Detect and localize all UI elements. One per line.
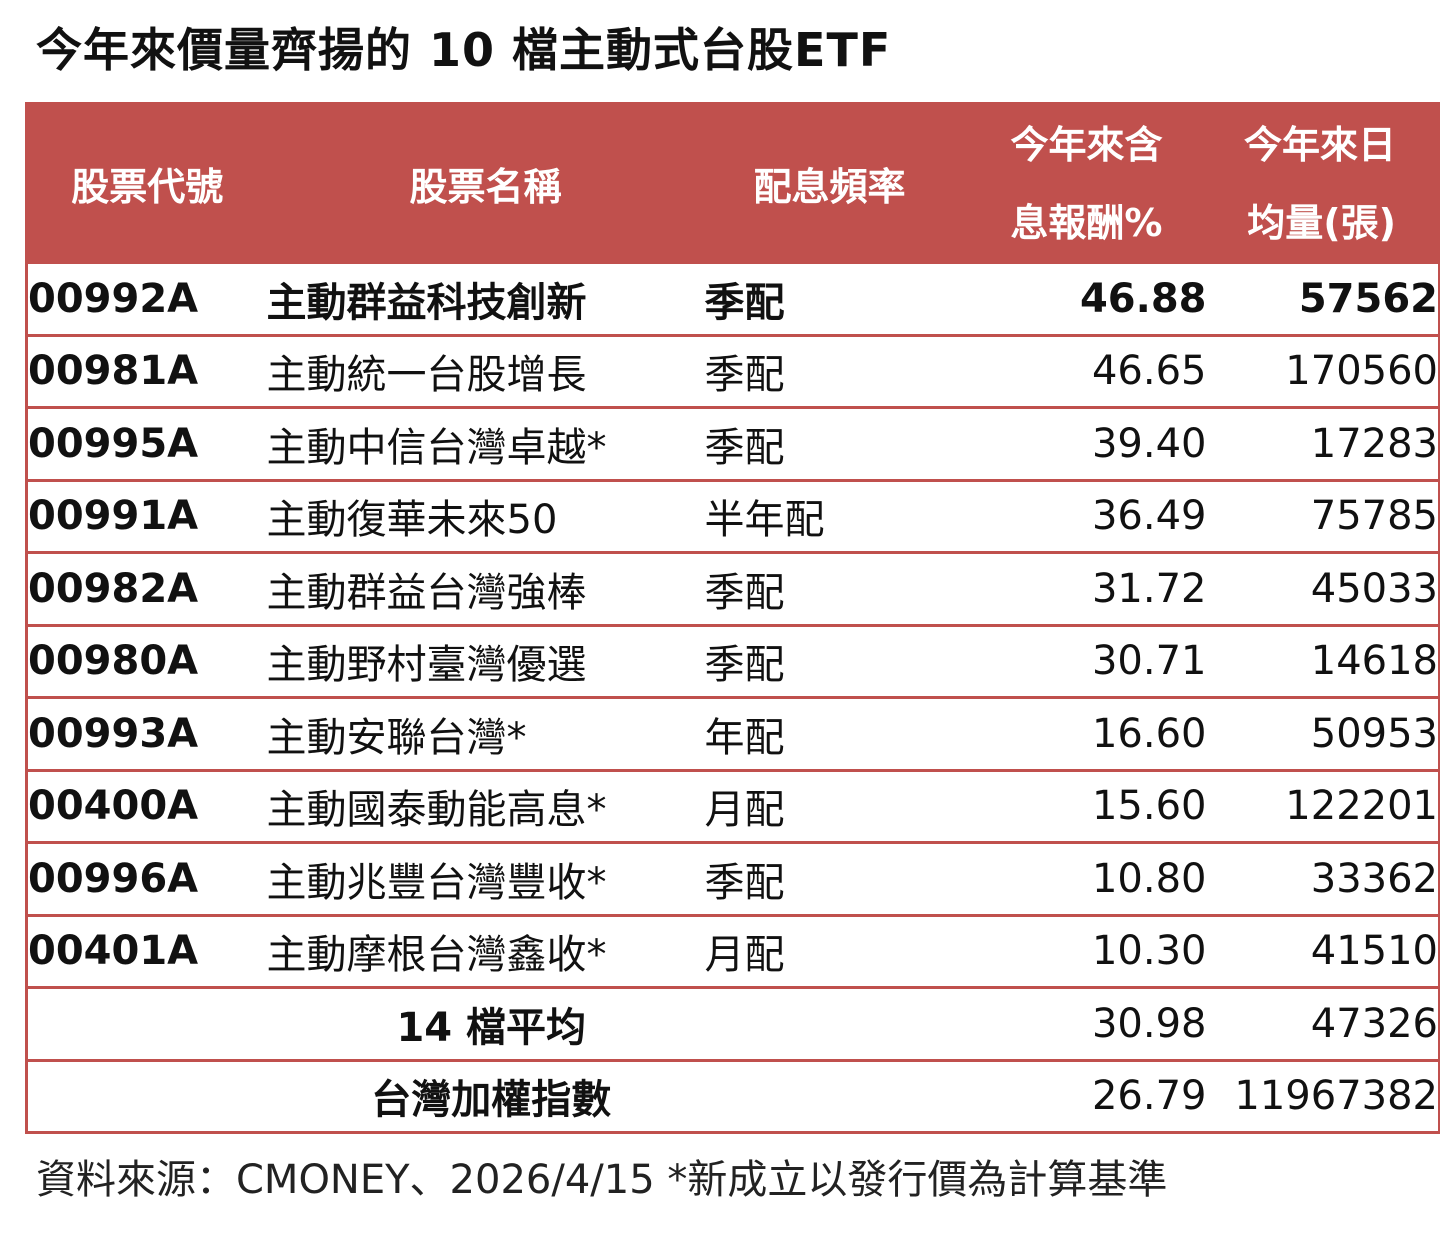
header-yield: 今年來含 息報酬% [954,103,1207,263]
summary-return: 26.79 [954,1058,1207,1133]
cell-name: 主動摩根台灣鑫收* [266,913,705,988]
cell-frequency: 年配 [704,696,955,770]
cell-frequency: 季配 [704,623,955,698]
table-row: 00401A 主動摩根台灣鑫收* 月配 10.30 41510 [26,913,1440,988]
summary-return: 30.98 [954,986,1207,1060]
cell-frequency: 季配 [704,841,955,915]
table-row: 00996A 主動兆豐台灣豐收* 季配 10.80 33362 [26,841,1440,915]
cell-name: 主動統一台股增長 [266,333,705,408]
cell-frequency: 季配 [704,261,955,335]
page-title: 今年來價量齊揚的 10 檔主動式台股ETF [36,23,892,77]
cell-return: 15.60 [954,768,1207,843]
cell-code: 00981A [26,333,267,408]
header-row: 股票代號 股票名稱 配息頻率 今年來含 息報酬% 今年來日 均量(張) [26,103,1440,263]
cell-name: 主動兆豐台灣豐收* [266,841,705,915]
cell-code: 00991A [26,478,267,553]
cell-return: 36.49 [954,478,1207,553]
cell-name: 主動安聯台灣* [266,696,705,770]
cell-return: 30.71 [954,623,1207,698]
cell-frequency: 季配 [704,333,955,408]
cell-volume: 50953 [1206,696,1440,770]
cell-name: 主動中信台灣卓越* [266,406,705,480]
cell-code: 00401A [26,913,267,988]
cell-return: 10.30 [954,913,1207,988]
header-name: 股票名稱 [266,103,705,263]
cell-return: 10.80 [954,841,1207,915]
etf-table: 股票代號 股票名稱 配息頻率 今年來含 息報酬% 今年來日 均量(張) 0099… [25,102,1440,1134]
table-row: 00993A 主動安聯台灣* 年配 16.60 50953 [26,696,1440,770]
cell-volume: 41510 [1206,913,1440,988]
table-row: 00981A 主動統一台股增長 季配 46.65 170560 [26,333,1440,408]
summary-label: 台灣加權指數 [26,1058,955,1133]
cell-frequency: 月配 [704,913,955,988]
table-row: 00400A 主動國泰動能高息* 月配 15.60 122201 [26,768,1440,843]
cell-volume: 45033 [1206,551,1440,625]
table-row: 00980A 主動野村臺灣優選 季配 30.71 14618 [26,623,1440,698]
cell-return: 39.40 [954,406,1207,480]
cell-code: 00993A [26,696,267,770]
cell-name: 主動國泰動能高息* [266,768,705,843]
table-row: 00992A 主動群益科技創新 季配 46.88 57562 [26,261,1440,335]
source-note: 資料來源：CMONEY、2026/4/15 *新成立以發行價為計算基準 [36,1157,1168,1203]
header-freq: 配息頻率 [704,103,955,263]
header-volume: 今年來日 均量(張) [1206,103,1440,263]
table-row: 00991A 主動復華未來50 半年配 36.49 75785 [26,478,1440,553]
cell-volume: 122201 [1206,768,1440,843]
table-row: 00982A 主動群益台灣強棒 季配 31.72 45033 [26,551,1440,625]
cell-return: 31.72 [954,551,1207,625]
cell-frequency: 月配 [704,768,955,843]
cell-name: 主動群益科技創新 [266,261,705,335]
cell-code: 00996A [26,841,267,915]
cell-frequency: 半年配 [704,478,955,553]
cell-return: 46.65 [954,333,1207,408]
cell-frequency: 季配 [704,406,955,480]
cell-volume: 75785 [1206,478,1440,553]
cell-volume: 17283 [1206,406,1440,480]
summary-label: 14 檔平均 [26,986,955,1060]
table-body: 00992A 主動群益科技創新 季配 46.88 57562 00981A 主動統一台股增長… [26,261,1440,1133]
cell-code: 00995A [26,406,267,480]
cell-name: 主動野村臺灣優選 [266,623,705,698]
summary-row: 台灣加權指數 26.79 11967382 [26,1058,1440,1133]
summary-row: 14 檔平均 30.98 47326 [26,986,1440,1060]
cell-volume: 33362 [1206,841,1440,915]
cell-return: 46.88 [954,261,1207,335]
cell-volume: 14618 [1206,623,1440,698]
cell-volume: 57562 [1206,261,1440,335]
cell-name: 主動群益台灣強棒 [266,551,705,625]
cell-code: 00980A [26,623,267,698]
table-row: 00995A 主動中信台灣卓越* 季配 39.40 17283 [26,406,1440,480]
cell-code: 00400A [26,768,267,843]
cell-code: 00982A [26,551,267,625]
header-code: 股票代號 [26,103,267,263]
cell-name: 主動復華未來50 [266,478,705,553]
cell-volume: 170560 [1206,333,1440,408]
summary-volume: 47326 [1206,986,1440,1060]
cell-frequency: 季配 [704,551,955,625]
summary-volume: 11967382 [1206,1058,1440,1133]
cell-code: 00992A [26,261,267,335]
cell-return: 16.60 [954,696,1207,770]
